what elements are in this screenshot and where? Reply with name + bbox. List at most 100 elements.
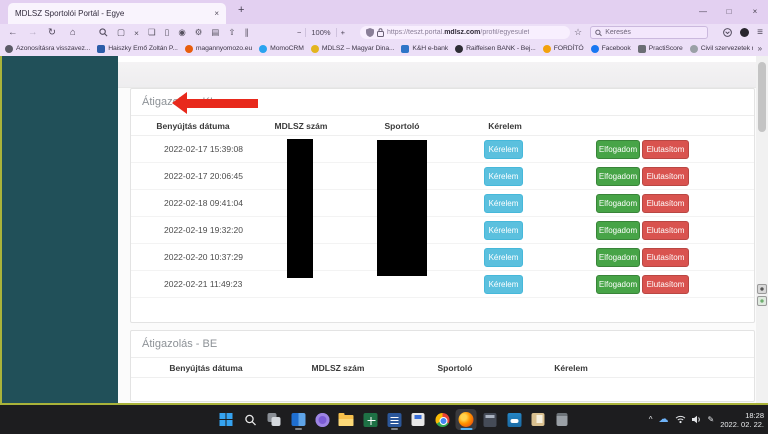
forward-icon[interactable]: →: [28, 27, 38, 38]
tray-chevron-icon[interactable]: ^: [648, 414, 653, 424]
word-icon[interactable]: [384, 409, 405, 430]
elutasitom-button[interactable]: Elutasítom: [642, 221, 689, 240]
bookmark-item[interactable]: Civil szervezetek névje...: [689, 44, 768, 53]
elfogadom-button[interactable]: Elfogadom: [596, 221, 640, 240]
bookmark-item[interactable]: MomoCRM: [259, 44, 304, 53]
ext-battery-icon[interactable]: ▯: [164, 27, 170, 37]
kerelem-button[interactable]: Kérelem: [484, 167, 523, 186]
bookmark-item[interactable]: Facebook: [590, 44, 631, 53]
zoom-out-button[interactable]: −: [297, 28, 302, 37]
ext-close-icon[interactable]: ×: [134, 27, 139, 38]
submission-date: 2022-02-17 20:06:45: [164, 171, 243, 181]
profile-avatar-icon[interactable]: [740, 28, 750, 37]
search-input[interactable]: [605, 29, 703, 36]
zoom-in-button[interactable]: +: [340, 28, 345, 37]
bookmark-item[interactable]: K&H e-bank: [401, 44, 448, 53]
bookmark-item[interactable]: PractiScore: [637, 44, 683, 53]
bookmarks-overflow-chevron-icon[interactable]: »: [752, 41, 768, 56]
reload-icon[interactable]: ↻: [48, 27, 56, 38]
scrollbar-track[interactable]: [756, 56, 768, 403]
pinned-app-purple-icon[interactable]: [312, 409, 333, 430]
elutasitom-button[interactable]: Elutasítom: [642, 248, 689, 267]
elutasitom-button[interactable]: Elutasítom: [642, 275, 689, 294]
pinned-app-blue-panes-icon[interactable]: [288, 409, 309, 430]
bookmark-favicon: [310, 44, 319, 53]
bookmark-item[interactable]: MDLSZ – Magyar Dina...: [310, 44, 395, 53]
bookmark-item[interactable]: Azonosításra visszavez...: [5, 44, 90, 53]
ext-record-icon[interactable]: ◉: [178, 27, 186, 37]
wifi-icon[interactable]: [675, 415, 686, 424]
url-text: https://teszt.portal.mdlsz.com/profil/eg…: [387, 29, 530, 36]
pinned-app-floppy-icon[interactable]: [408, 409, 429, 430]
bookmark-item[interactable]: magannyomozo.eu: [184, 44, 252, 53]
zoom-controls: − 100% +: [297, 24, 345, 41]
elfogadom-button[interactable]: Elfogadom: [596, 248, 640, 267]
kerelem-button[interactable]: Kérelem: [484, 221, 523, 240]
firefox-icon[interactable]: [455, 409, 477, 430]
zoom-level[interactable]: 100%: [305, 28, 337, 37]
pocket-icon[interactable]: [723, 28, 733, 37]
edge-widget-icon[interactable]: [757, 296, 767, 306]
menu-icon[interactable]: ≡: [757, 27, 763, 38]
window-minimize-button[interactable]: —: [699, 7, 707, 16]
window-close-button[interactable]: ×: [752, 7, 758, 16]
pen-icon[interactable]: ✎: [707, 414, 715, 424]
volume-icon[interactable]: [691, 415, 702, 424]
taskbar-clock[interactable]: 18:28 2022. 02. 22.: [720, 411, 764, 429]
ext-folder-icon[interactable]: ▢: [117, 27, 126, 37]
elfogadom-button[interactable]: Elfogadom: [596, 275, 640, 294]
window-controls: — □ ×: [690, 0, 768, 24]
start-icon[interactable]: [216, 409, 237, 430]
bookmark-star-icon[interactable]: ☆: [574, 27, 583, 37]
new-tab-button[interactable]: +: [238, 4, 245, 16]
file-explorer-icon[interactable]: [336, 409, 357, 430]
kerelem-button[interactable]: Kérelem: [484, 275, 523, 294]
window-maximize-button[interactable]: □: [726, 7, 732, 16]
taskbar-search-icon[interactable]: [240, 409, 261, 430]
toolbar-right-icons: ≡: [723, 24, 763, 41]
browser-tab-active[interactable]: MDLSZ Sportolói Portál - Egye ×: [8, 3, 226, 24]
edge-widget-icon[interactable]: [757, 284, 767, 294]
elfogadom-button[interactable]: Elfogadom: [596, 167, 640, 186]
search-icon: [595, 29, 602, 36]
kerelem-button[interactable]: Kérelem: [484, 194, 523, 213]
elutasitom-button[interactable]: Elutasítom: [642, 167, 689, 186]
screen-share-border: [0, 403, 768, 405]
gear-icon[interactable]: ⚙: [194, 27, 203, 37]
bookmark-favicon: [259, 44, 268, 53]
calculator-icon[interactable]: [480, 409, 501, 430]
pinned-app-documents-icon[interactable]: [528, 409, 549, 430]
pinned-app-archive-icon[interactable]: [552, 409, 573, 430]
ext-library-icon[interactable]: ∥: [244, 27, 249, 37]
bookmarks-bar: Azonosításra visszavez... Haiszky Ernő Z…: [0, 41, 768, 56]
kerelem-button[interactable]: Kérelem: [484, 140, 523, 159]
ext-upload-icon[interactable]: ⇧: [228, 27, 236, 37]
back-icon[interactable]: ←: [8, 27, 18, 38]
table-row: 2022-02-17 15:39:08 Kérelem Elfogadom El…: [131, 136, 754, 163]
elutasitom-button[interactable]: Elutasítom: [642, 194, 689, 213]
ext-copy-icon[interactable]: ❏: [148, 27, 156, 37]
scrollbar-thumb[interactable]: [758, 62, 766, 132]
url-bar[interactable]: https://teszt.portal.mdlsz.com/profil/eg…: [360, 26, 570, 39]
lock-icon[interactable]: [377, 28, 384, 37]
onedrive-icon[interactable]: ☁: [658, 414, 669, 425]
excel-icon[interactable]: [360, 409, 381, 430]
search-box[interactable]: [590, 26, 708, 39]
elutasitom-button[interactable]: Elutasítom: [642, 140, 689, 159]
elfogadom-button[interactable]: Elfogadom: [596, 194, 640, 213]
ext-box-icon[interactable]: ▤: [211, 27, 220, 37]
kerelem-button[interactable]: Kérelem: [484, 248, 523, 267]
bookmark-item[interactable]: FORDÍTÓ: [542, 44, 584, 53]
pinned-app-cloud-icon[interactable]: [504, 409, 525, 430]
bookmark-item[interactable]: Raiffeisen BANK - Bej...: [455, 44, 536, 53]
bookmark-item[interactable]: Haiszky Ernő Zoltán P...: [97, 44, 178, 53]
tab-close-icon[interactable]: ×: [214, 9, 219, 18]
ext-search-icon[interactable]: [99, 28, 108, 37]
elfogadom-button[interactable]: Elfogadom: [596, 140, 640, 159]
task-view-icon[interactable]: [264, 409, 285, 430]
shield-icon[interactable]: [366, 28, 374, 37]
chrome-icon[interactable]: [432, 409, 453, 430]
column-header-kerelem: Kérelem: [488, 121, 522, 131]
home-icon[interactable]: ⌂: [70, 27, 76, 38]
bookmark-favicon: [689, 44, 698, 53]
